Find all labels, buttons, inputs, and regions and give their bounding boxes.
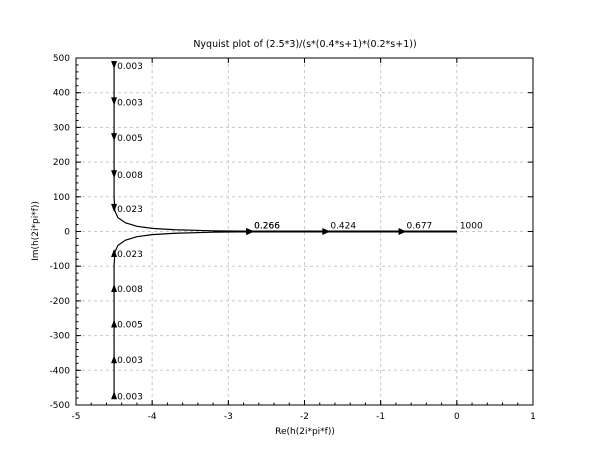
direction-arrow bbox=[111, 284, 118, 293]
frequency-label: 0.003 bbox=[117, 356, 143, 366]
direction-arrow bbox=[111, 391, 118, 400]
frequency-label: 0.003 bbox=[117, 98, 143, 108]
y-tick-label: 0 bbox=[64, 228, 70, 238]
frequency-label: 0.005 bbox=[117, 320, 143, 330]
direction-arrow bbox=[111, 249, 118, 258]
direction-arrow bbox=[111, 203, 118, 212]
x-axis-label: Re(h(2i*pi*f)) bbox=[275, 427, 335, 437]
series-line-positive bbox=[113, 64, 457, 233]
x-tick-label: 1 bbox=[530, 412, 536, 422]
x-tick-label: -1 bbox=[376, 412, 385, 422]
direction-arrow bbox=[322, 228, 331, 235]
y-tick-label: -300 bbox=[50, 332, 71, 342]
direction-arrow bbox=[111, 133, 118, 142]
direction-arrow bbox=[398, 228, 407, 235]
frequency-label: 1000 bbox=[460, 222, 483, 232]
frequency-label: 0.023 bbox=[117, 205, 143, 215]
y-tick-label: 400 bbox=[53, 89, 70, 99]
frequency-label: 0.005 bbox=[117, 134, 143, 144]
y-tick-label: -100 bbox=[50, 262, 71, 272]
direction-arrow bbox=[111, 319, 118, 328]
frequency-label: 0.266 bbox=[254, 222, 280, 232]
y-tick-label: 200 bbox=[53, 158, 70, 168]
frequency-label: 0.023 bbox=[117, 250, 143, 260]
x-tick-label: 0 bbox=[454, 412, 460, 422]
direction-arrow bbox=[111, 170, 118, 179]
y-axis-label: Im(h(2i*pi*f)) bbox=[31, 201, 41, 261]
direction-arrow bbox=[111, 60, 118, 69]
x-tick-label: -5 bbox=[72, 412, 81, 422]
y-tick-label: 500 bbox=[53, 54, 70, 64]
chart-title: Nyquist plot of (2.5*3)/(s*(0.4*s+1)*(0.… bbox=[193, 39, 416, 50]
x-tick-label: -4 bbox=[148, 412, 157, 422]
x-tick-label: -3 bbox=[224, 412, 233, 422]
annotations-group: 0.003 0.003 0.005 0.008 0.023 0.023 0.008 0.005… bbox=[111, 60, 483, 402]
direction-arrow bbox=[111, 355, 118, 364]
axis-ticks: -5 -4 -3 -2 -1 0 15004003002001000-100-200-300… bbox=[50, 54, 536, 422]
y-tick-label: -400 bbox=[50, 366, 71, 376]
y-tick-label: -500 bbox=[50, 401, 71, 411]
frequency-label: 0.003 bbox=[117, 62, 143, 72]
direction-arrow bbox=[246, 228, 255, 235]
frequency-label: 0.008 bbox=[117, 285, 143, 295]
x-tick-label: -2 bbox=[300, 412, 309, 422]
frequency-label: 0.008 bbox=[117, 171, 143, 181]
y-tick-label: -200 bbox=[50, 297, 71, 307]
frequency-label: 0.003 bbox=[117, 392, 143, 402]
series-line-negative bbox=[113, 230, 457, 399]
y-tick-label: 300 bbox=[53, 123, 70, 133]
frequency-label: 0.677 bbox=[407, 222, 433, 232]
y-tick-label: 100 bbox=[53, 193, 70, 203]
frequency-label: 0.424 bbox=[330, 222, 356, 232]
frequency-label: 0.266 bbox=[254, 222, 280, 232]
direction-arrow bbox=[111, 97, 118, 106]
